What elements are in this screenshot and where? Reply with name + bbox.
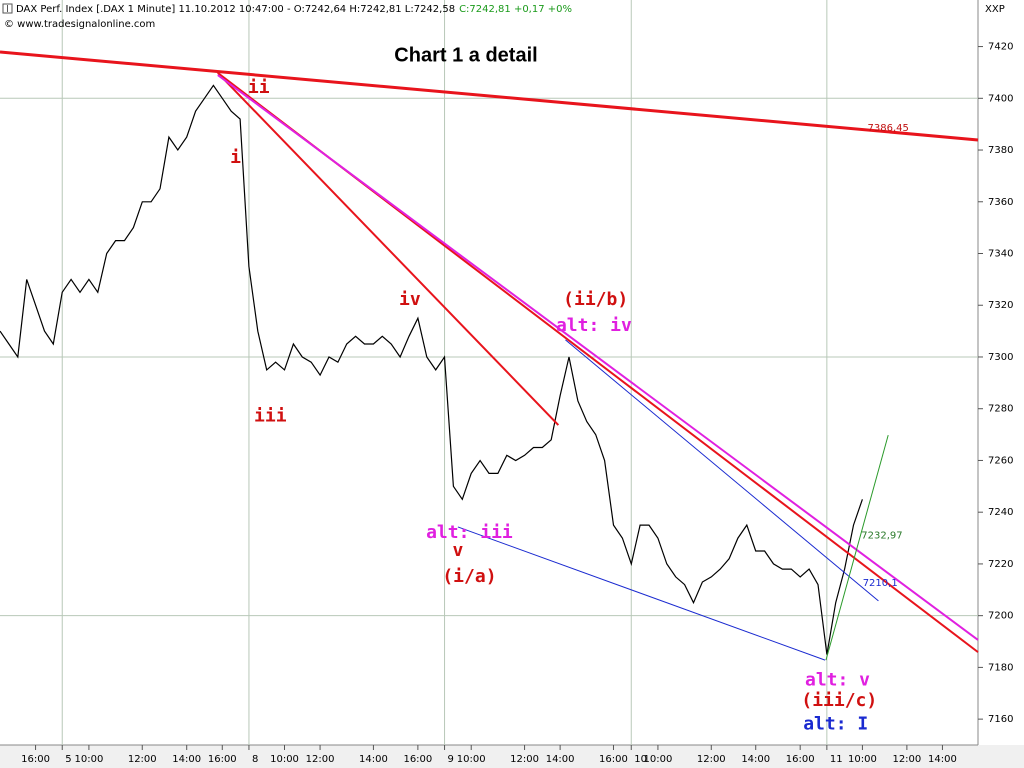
x-tick-label: 10 <box>634 754 647 765</box>
trendline <box>825 434 889 661</box>
y-tick-label: 7280 <box>988 404 1013 415</box>
x-tick-label: 10:00 <box>457 754 486 765</box>
y-tick-label: 7180 <box>988 662 1013 673</box>
x-tick-label: 14:00 <box>359 754 388 765</box>
copyright: © www.tradesignalonline.com <box>4 19 155 30</box>
x-tick-label: 16:00 <box>403 754 432 765</box>
x-axis-strip <box>0 745 1024 768</box>
header-instrument: DAX Perf. Index [.DAX 1 Minute] 11.10.20… <box>16 4 455 15</box>
x-tick-label: 14:00 <box>546 754 575 765</box>
wave-label: i <box>230 147 241 168</box>
x-tick-label: 12:00 <box>306 754 335 765</box>
y-tick-label: 7200 <box>988 611 1013 622</box>
wave-label: ii <box>248 77 270 98</box>
symbol-label: XXP <box>985 4 1005 15</box>
price-label: 7232,97 <box>861 530 902 541</box>
wave-label: (iii/c) <box>801 690 877 711</box>
x-tick-label: 5 <box>65 754 71 765</box>
wave-label: iii <box>254 405 287 426</box>
y-tick-label: 7340 <box>988 249 1013 260</box>
x-tick-label: 14:00 <box>172 754 201 765</box>
x-tick-label: 16:00 <box>599 754 628 765</box>
x-tick-label: 16:00 <box>786 754 815 765</box>
x-tick-label: 9 <box>448 754 454 765</box>
wave-label: alt: v <box>805 669 870 690</box>
y-tick-label: 7360 <box>988 197 1013 208</box>
trendline <box>565 339 879 602</box>
wave-label: alt: I <box>803 713 868 734</box>
wave-label: iv <box>399 289 421 310</box>
wave-label: v <box>452 540 463 561</box>
x-tick-label: 16:00 <box>21 754 50 765</box>
y-tick-label: 7320 <box>988 300 1013 311</box>
x-tick-label: 12:00 <box>510 754 539 765</box>
chart-title: Chart 1 a detail <box>394 44 537 66</box>
x-tick-label: 14:00 <box>928 754 957 765</box>
header-change: C:7242,81 +0,17 +0% <box>459 4 572 15</box>
x-tick-label: 11 <box>830 754 843 765</box>
price-line <box>0 84 863 655</box>
trendline <box>0 50 979 142</box>
x-tick-label: 14:00 <box>741 754 770 765</box>
x-tick-label: 10:00 <box>848 754 877 765</box>
x-tick-label: 10:00 <box>270 754 299 765</box>
trendline <box>217 74 979 641</box>
x-tick-label: 12:00 <box>697 754 726 765</box>
y-tick-label: 7160 <box>988 714 1013 725</box>
y-tick-label: 7300 <box>988 352 1013 363</box>
y-tick-label: 7220 <box>988 559 1013 570</box>
price-label: 7386,45 <box>868 123 909 134</box>
trendline <box>457 526 826 661</box>
y-tick-label: 7380 <box>988 145 1013 156</box>
wave-label: alt: iii <box>426 522 513 543</box>
x-tick-label: 12:00 <box>128 754 157 765</box>
wave-label: (i/a) <box>442 566 496 587</box>
wave-label: alt: iv <box>556 315 632 336</box>
price-label: 7210,1 <box>863 578 898 589</box>
y-tick-label: 7260 <box>988 455 1013 466</box>
trendline <box>217 72 560 426</box>
y-tick-label: 7400 <box>988 93 1013 104</box>
x-tick-label: 16:00 <box>208 754 237 765</box>
x-tick-label: 10:00 <box>644 754 673 765</box>
y-tick-label: 7240 <box>988 507 1013 518</box>
x-tick-label: 8 <box>252 754 258 765</box>
x-tick-label: 10:00 <box>74 754 103 765</box>
x-tick-label: 12:00 <box>892 754 921 765</box>
wave-label: (ii/b) <box>563 289 628 310</box>
y-tick-label: 7420 <box>988 42 1013 53</box>
